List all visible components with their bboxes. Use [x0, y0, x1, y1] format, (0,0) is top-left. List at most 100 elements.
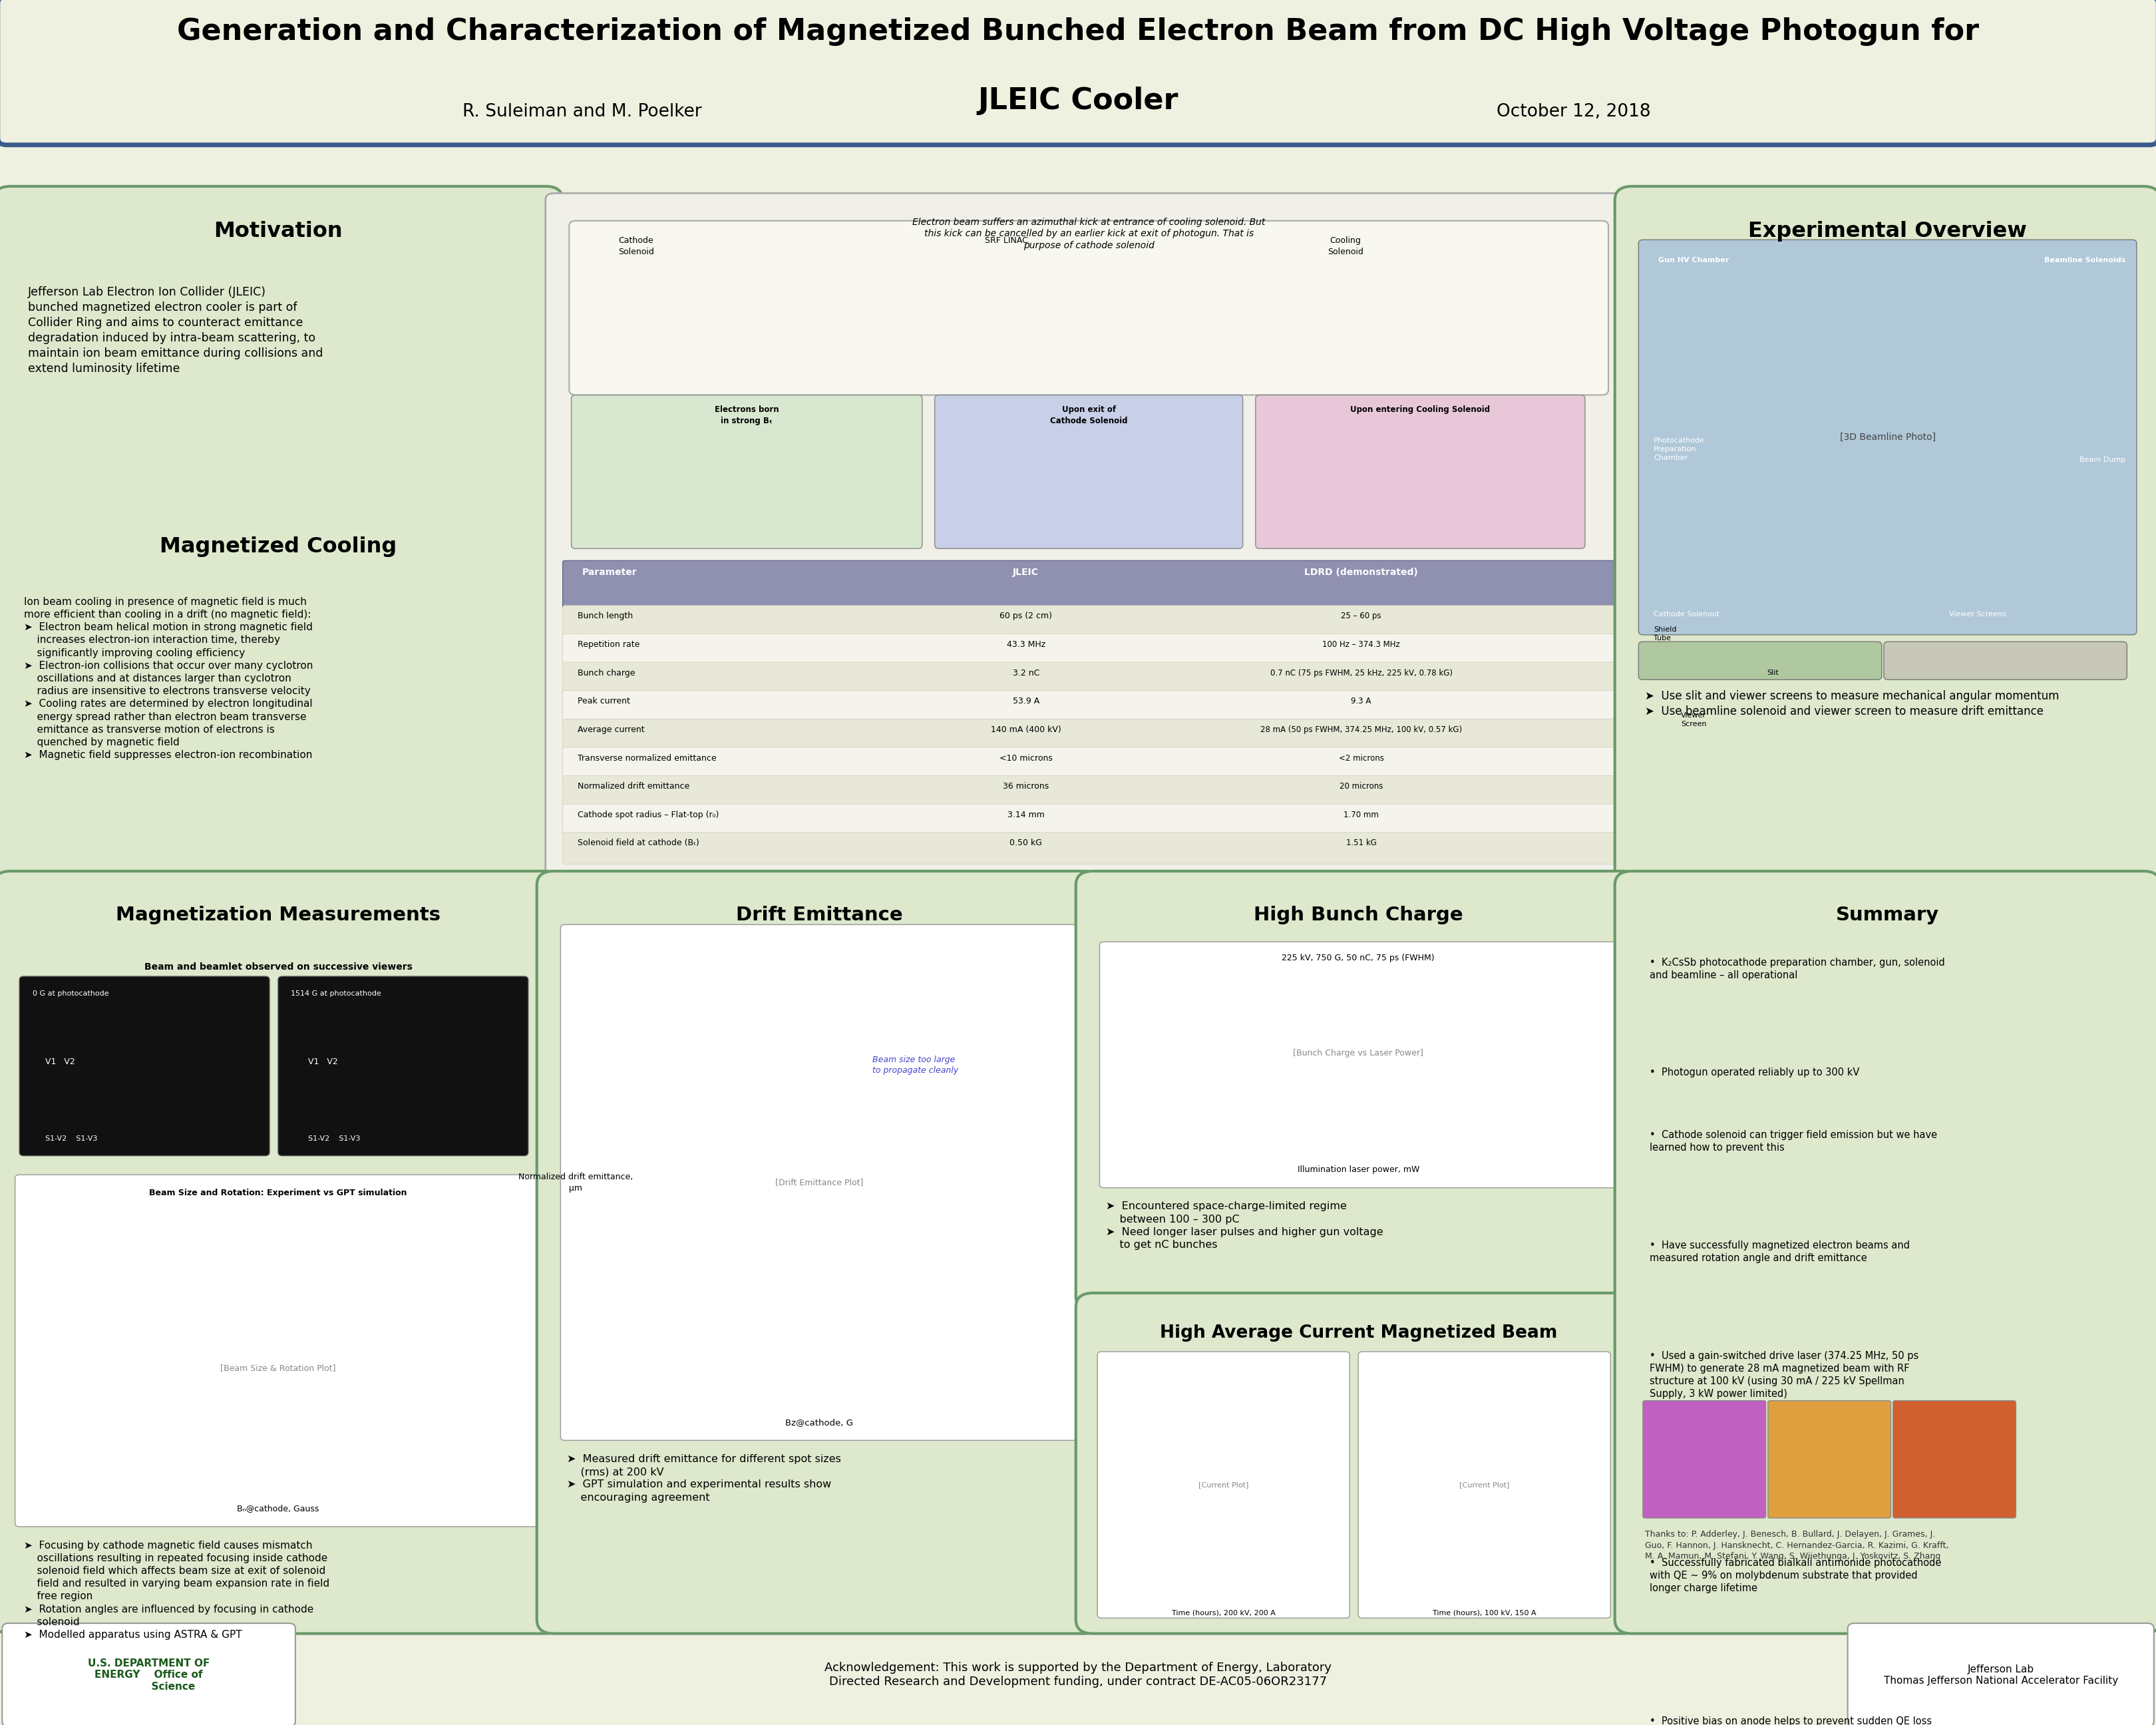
FancyBboxPatch shape	[1358, 1352, 1611, 1618]
FancyBboxPatch shape	[1097, 1352, 1350, 1618]
FancyBboxPatch shape	[563, 747, 1615, 780]
FancyBboxPatch shape	[1615, 871, 2156, 1634]
FancyBboxPatch shape	[563, 605, 1615, 637]
Text: Electrons born
in strong Bₜ: Electrons born in strong Bₜ	[714, 405, 778, 424]
Text: Magnetized Cooling: Magnetized Cooling	[160, 536, 397, 557]
FancyBboxPatch shape	[1255, 395, 1585, 549]
Text: 36 microns: 36 microns	[1003, 781, 1050, 790]
Text: SRF LINAC: SRF LINAC	[985, 236, 1028, 245]
FancyBboxPatch shape	[0, 186, 563, 888]
Text: ➤  Use slit and viewer screens to measure mechanical angular momentum
➤  Use bea: ➤ Use slit and viewer screens to measure…	[1645, 690, 2059, 718]
FancyBboxPatch shape	[563, 804, 1615, 837]
Text: Beam and beamlet observed on successive viewers: Beam and beamlet observed on successive …	[144, 963, 412, 971]
Text: Beamline Solenoids: Beamline Solenoids	[2044, 257, 2126, 264]
Text: Viewer
Screen: Viewer Screen	[1682, 712, 1708, 728]
Text: Repetition rate: Repetition rate	[578, 640, 640, 649]
Text: Photocathode
Preparation
Chamber: Photocathode Preparation Chamber	[1654, 436, 1705, 461]
FancyBboxPatch shape	[545, 193, 1632, 881]
Text: ➤  Measured drift emittance for different spot sizes
    (rms) at 200 kV
➤  GPT : ➤ Measured drift emittance for different…	[567, 1454, 841, 1502]
Text: Peak current: Peak current	[578, 697, 630, 706]
Text: Cathode Solenoid: Cathode Solenoid	[1654, 611, 1718, 618]
FancyBboxPatch shape	[1768, 1401, 1891, 1518]
FancyBboxPatch shape	[19, 976, 270, 1156]
Text: ➤  Encountered space-charge-limited regime
    between 100 – 300 pC
➤  Need long: ➤ Encountered space-charge-limited regim…	[1106, 1202, 1384, 1251]
FancyBboxPatch shape	[1639, 642, 1882, 680]
FancyBboxPatch shape	[563, 633, 1615, 666]
Text: 20 microns: 20 microns	[1339, 781, 1382, 790]
Text: 0 G at photocathode: 0 G at photocathode	[32, 990, 108, 997]
Text: Bunch length: Bunch length	[578, 612, 634, 621]
Text: Electron beam suffers an azimuthal kick at entrance of cooling solenoid. But
thi: Electron beam suffers an azimuthal kick …	[912, 217, 1266, 250]
Text: JLEIC: JLEIC	[1013, 568, 1039, 576]
Text: Viewer Screens: Viewer Screens	[1949, 611, 2005, 618]
FancyBboxPatch shape	[278, 976, 528, 1156]
Text: Bz@cathode, G: Bz@cathode, G	[785, 1418, 854, 1427]
Text: Transverse normalized emittance: Transverse normalized emittance	[578, 754, 716, 762]
FancyBboxPatch shape	[571, 395, 923, 549]
Text: Drift Emittance: Drift Emittance	[735, 906, 903, 925]
Text: 9.3 A: 9.3 A	[1352, 697, 1371, 706]
FancyBboxPatch shape	[2, 1623, 295, 1725]
FancyBboxPatch shape	[537, 871, 1102, 1634]
FancyBboxPatch shape	[0, 871, 563, 1634]
FancyBboxPatch shape	[1076, 1294, 1641, 1634]
Text: Solenoid field at cathode (Bₜ): Solenoid field at cathode (Bₜ)	[578, 838, 699, 847]
Text: 1514 G at photocathode: 1514 G at photocathode	[291, 990, 382, 997]
Text: Time (hours), 100 kV, 150 A: Time (hours), 100 kV, 150 A	[1432, 1609, 1537, 1616]
Text: Motivation: Motivation	[213, 221, 343, 242]
FancyBboxPatch shape	[563, 833, 1615, 864]
Text: 225 kV, 750 G, 50 nC, 75 ps (FWHM): 225 kV, 750 G, 50 nC, 75 ps (FWHM)	[1283, 954, 1434, 963]
Text: ➤  Focusing by cathode magnetic field causes mismatch
    oscillations resulting: ➤ Focusing by cathode magnetic field cau…	[24, 1540, 330, 1640]
Text: •  Used a gain-switched drive laser (374.25 MHz, 50 ps
FWHM) to generate 28 mA m: • Used a gain-switched drive laser (374.…	[1649, 1351, 1919, 1399]
FancyBboxPatch shape	[563, 561, 1615, 609]
Text: High Average Current Magnetized Beam: High Average Current Magnetized Beam	[1160, 1325, 1557, 1342]
Text: Magnetization Measurements: Magnetization Measurements	[116, 906, 440, 925]
Text: Cathode spot radius – Flat-top (r₀): Cathode spot radius – Flat-top (r₀)	[578, 811, 720, 819]
Text: 140 mA (400 kV): 140 mA (400 kV)	[992, 724, 1061, 735]
FancyBboxPatch shape	[563, 776, 1615, 807]
FancyBboxPatch shape	[1884, 642, 2128, 680]
Text: JLEIC Cooler: JLEIC Cooler	[977, 86, 1179, 116]
Text: Normalized drift emittance: Normalized drift emittance	[578, 781, 690, 790]
Text: Beam Dump: Beam Dump	[2081, 457, 2126, 464]
Text: [Current Plot]: [Current Plot]	[1199, 1482, 1248, 1489]
FancyBboxPatch shape	[1639, 240, 2137, 635]
Text: 1.51 kG: 1.51 kG	[1345, 838, 1376, 847]
Text: V1   V2: V1 V2	[45, 1057, 75, 1066]
Text: Cathode
Solenoid: Cathode Solenoid	[619, 236, 653, 255]
Text: 1.70 mm: 1.70 mm	[1343, 811, 1380, 819]
Text: •  K₂CsSb photocathode preparation chamber, gun, solenoid
and beamline – all ope: • K₂CsSb photocathode preparation chambe…	[1649, 957, 1945, 980]
Text: [Beam Size & Rotation Plot]: [Beam Size & Rotation Plot]	[220, 1363, 336, 1373]
Text: 3.2 nC: 3.2 nC	[1013, 669, 1039, 678]
Text: •  Photogun operated reliably up to 300 kV: • Photogun operated reliably up to 300 k…	[1649, 1068, 1858, 1078]
FancyBboxPatch shape	[1848, 1623, 2154, 1725]
Text: Time (hours), 200 kV, 200 A: Time (hours), 200 kV, 200 A	[1171, 1609, 1276, 1616]
Text: [Current Plot]: [Current Plot]	[1460, 1482, 1509, 1489]
Text: Jefferson Lab Electron Ion Collider (JLEIC)
bunched magnetized electron cooler i: Jefferson Lab Electron Ion Collider (JLE…	[28, 286, 323, 374]
FancyBboxPatch shape	[1076, 871, 1641, 1311]
Text: High Bunch Charge: High Bunch Charge	[1253, 906, 1464, 925]
Text: Bunch charge: Bunch charge	[578, 669, 636, 678]
Text: •  Positive bias on anode helps to prevent sudden QE loss
from ion-induced micro: • Positive bias on anode helps to preven…	[1649, 1716, 1932, 1725]
Text: Gun HV Chamber: Gun HV Chamber	[1658, 257, 1729, 264]
Text: 100 Hz – 374.3 MHz: 100 Hz – 374.3 MHz	[1322, 640, 1399, 649]
Text: V1   V2: V1 V2	[308, 1057, 338, 1066]
FancyBboxPatch shape	[15, 1175, 541, 1527]
Text: Parameter: Parameter	[582, 568, 638, 576]
Text: •  Cathode solenoid can trigger field emission but we have
learned how to preven: • Cathode solenoid can trigger field emi…	[1649, 1130, 1936, 1152]
Text: 53.9 A: 53.9 A	[1013, 697, 1039, 706]
Text: 3.14 mm: 3.14 mm	[1007, 811, 1044, 819]
Text: Slit: Slit	[1768, 669, 1779, 676]
Text: Ion beam cooling in presence of magnetic field is much
more efficient than cooli: Ion beam cooling in presence of magnetic…	[24, 597, 313, 761]
FancyBboxPatch shape	[0, 0, 2156, 145]
FancyBboxPatch shape	[563, 719, 1615, 750]
FancyBboxPatch shape	[563, 662, 1615, 693]
Text: 0.50 kG: 0.50 kG	[1009, 838, 1041, 847]
Text: S1-V2    S1-V3: S1-V2 S1-V3	[308, 1135, 360, 1142]
Text: [Drift Emittance Plot]: [Drift Emittance Plot]	[776, 1178, 862, 1187]
FancyBboxPatch shape	[569, 221, 1608, 395]
Text: Illumination laser power, mW: Illumination laser power, mW	[1298, 1166, 1419, 1175]
Text: Acknowledgement: This work is supported by the Department of Energy, Laboratory
: Acknowledgement: This work is supported …	[824, 1663, 1332, 1687]
Text: Cooling
Solenoid: Cooling Solenoid	[1328, 236, 1363, 255]
Text: 60 ps (2 cm): 60 ps (2 cm)	[1000, 612, 1052, 621]
